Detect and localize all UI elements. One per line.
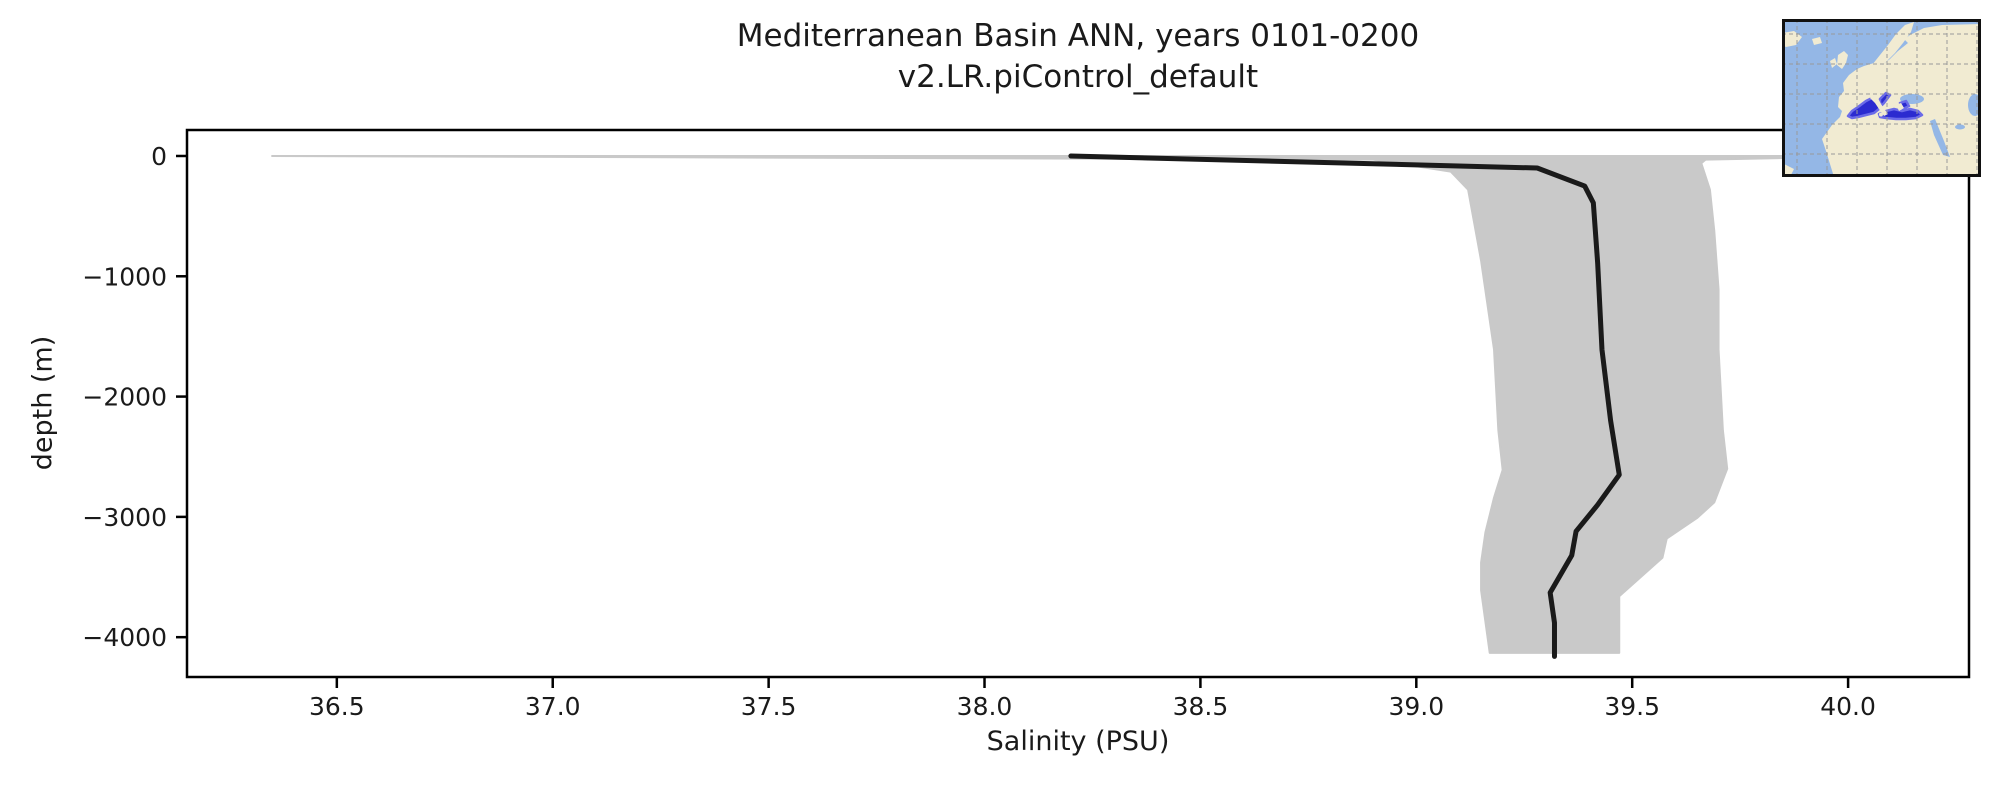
x-tick-label: 38.5 — [1173, 692, 1229, 721]
y-tick-label: −4000 — [82, 623, 167, 652]
y-tick-label: 0 — [151, 142, 167, 171]
map-red-sea — [1930, 119, 1950, 157]
chart-title: Mediterranean Basin ANN, years 0101-0200… — [187, 16, 1969, 98]
axes-spines — [185, 128, 1971, 679]
x-tick-label: 38.0 — [957, 692, 1013, 721]
map-land-ireland — [1830, 58, 1837, 68]
x-tick-label: 36.5 — [309, 692, 365, 721]
y-tick-label: −3000 — [82, 503, 167, 532]
mean-profile-line — [1068, 153, 1622, 659]
chart-title-line2: v2.LR.piControl_default — [897, 59, 1259, 95]
x-tick-label: 39.5 — [1604, 692, 1660, 721]
map-persian-gulf — [1955, 124, 1965, 130]
x-axis-label: Salinity (PSU) — [986, 726, 1170, 757]
map-land-italy — [1870, 94, 1888, 116]
x-tick-label: 39.0 — [1388, 692, 1444, 721]
map-gridlines — [1782, 19, 1981, 177]
map-land-sicily — [1879, 112, 1883, 117]
chart-title-line1: Mediterranean Basin ANN, years 0101-0200 — [736, 18, 1420, 54]
y-tick-label: −2000 — [82, 383, 167, 412]
x-tick-label: 37.0 — [525, 692, 581, 721]
x-tick-label: 37.5 — [741, 692, 797, 721]
map-border — [1782, 19, 1981, 177]
map-caspian-sea — [1968, 94, 1981, 116]
min-max-band — [271, 154, 1893, 654]
map-land-greece — [1896, 103, 1904, 111]
y-tick-label: −1000 — [82, 262, 167, 291]
x-tick-label: 40.0 — [1820, 692, 1876, 721]
map-land-iceland — [1812, 37, 1822, 45]
mediterranean-locator-map — [1782, 19, 1981, 177]
y-axis-label: depth (m) — [27, 335, 59, 471]
